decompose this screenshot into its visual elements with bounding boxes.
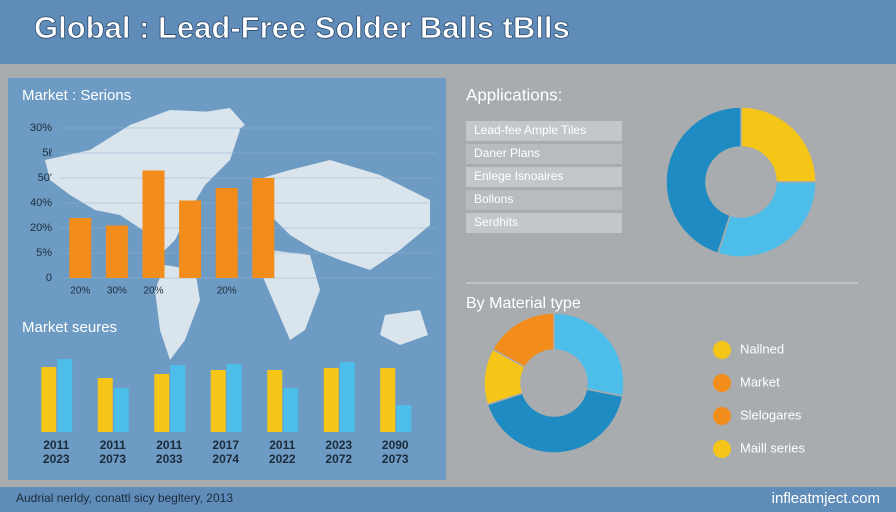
y-tick-label: 40% (30, 197, 52, 209)
bar (396, 405, 412, 432)
bar (113, 388, 129, 432)
legend-swatch (713, 374, 731, 392)
bar (226, 364, 242, 432)
donut-segment (716, 181, 817, 258)
footer-band (0, 487, 896, 512)
applications-title: Applications: (466, 85, 562, 104)
donut-segment (740, 106, 817, 183)
bar (57, 359, 73, 432)
y-tick-label: 5% (36, 247, 52, 259)
donut-segment (553, 312, 625, 397)
legend-swatch (713, 407, 731, 425)
bar (69, 218, 92, 278)
list-row (466, 121, 622, 141)
list-item: Serdhits (474, 215, 518, 229)
footer-source: Audrial nerldy, conattl sicy begltery, 2… (16, 491, 233, 505)
list-row (466, 190, 622, 210)
bar (105, 225, 128, 278)
bar (267, 370, 283, 432)
bar (210, 370, 226, 432)
bar (323, 368, 339, 432)
x-tick-label: 2023 (325, 438, 352, 452)
x-tick-label: 2072 (325, 452, 352, 466)
bar (142, 170, 165, 278)
x-tick-label: 2023 (43, 452, 70, 466)
bar (154, 374, 170, 432)
chart-title: Market seures (22, 319, 117, 336)
y-tick-label: 0 (46, 272, 52, 284)
x-tick-label: 20% (217, 286, 237, 297)
legend-swatch (713, 341, 731, 359)
bar (170, 365, 186, 432)
donut-segment (486, 388, 624, 454)
bar (339, 362, 355, 432)
legend-swatch (713, 440, 731, 458)
x-tick-label: 2017 (212, 438, 239, 452)
list-item: Lead-fee Ample Tiles (474, 123, 586, 137)
list-row (466, 213, 622, 233)
x-tick-label: 2090 (382, 438, 409, 452)
bar (380, 368, 396, 432)
x-tick-label: 2022 (269, 452, 296, 466)
donut-segment (491, 312, 555, 369)
y-tick-label: 20% (30, 222, 52, 234)
y-tick-label: 50' (38, 172, 52, 184)
donut-segment (665, 106, 742, 255)
bar (97, 378, 113, 432)
chart-title: Market : Serions (22, 87, 131, 104)
footer-site: infleatmject.com (772, 490, 880, 507)
header-band (0, 0, 896, 64)
page-title: Global : Lead-Free Solder Balls tBlls (34, 10, 570, 45)
x-tick-label: 30% (107, 286, 127, 297)
legend-label: Nallned (740, 341, 784, 356)
bar (283, 388, 299, 432)
x-tick-label: 2074 (212, 452, 239, 466)
chart-title: By Material type (466, 295, 581, 312)
legend-label: Maill series (740, 440, 806, 455)
x-tick-label: 2011 (156, 438, 182, 452)
bar (179, 200, 202, 278)
x-tick-label: 20% (143, 286, 163, 297)
x-tick-label: 2073 (99, 452, 126, 466)
x-tick-label: 20% (70, 286, 90, 297)
x-tick-label: 2033 (156, 452, 183, 466)
x-tick-label: 2073 (382, 452, 409, 466)
y-tick-label: 30% (30, 122, 52, 134)
bar (252, 178, 275, 278)
bar (215, 188, 238, 278)
list-item: Daner Plans (474, 146, 540, 160)
list-item: Bollons (474, 192, 513, 206)
legend-label: Market (740, 374, 780, 389)
legend-label: Slelogares (740, 407, 802, 422)
y-tick-label: 5ℓ (42, 147, 52, 159)
list-row (466, 167, 622, 187)
x-tick-label: 2011 (269, 438, 295, 452)
list-item: Enlege Isnoaires (474, 169, 563, 183)
x-tick-label: 2011 (100, 438, 126, 452)
list-row (466, 144, 622, 164)
bar (41, 367, 57, 432)
x-tick-label: 2011 (43, 438, 69, 452)
